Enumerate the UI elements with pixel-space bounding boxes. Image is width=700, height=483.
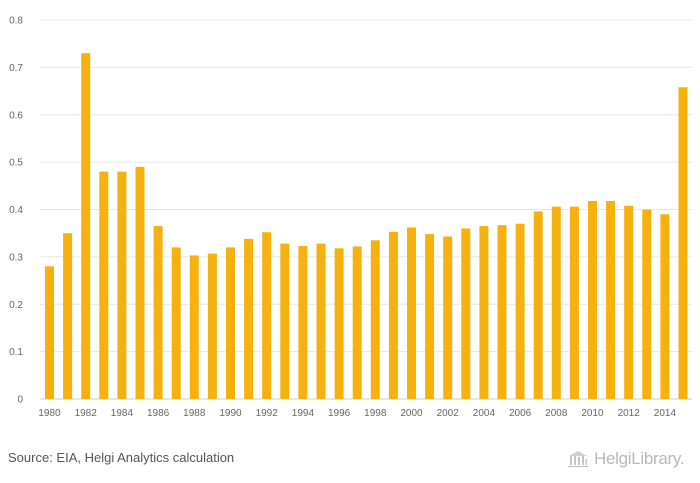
x-tick-label: 1992 [256,408,279,419]
x-tick-label: 1984 [111,408,134,419]
bar-2013[interactable] [642,209,652,400]
y-tick-label: 0.2 [9,300,23,311]
bar-2008[interactable] [551,206,561,399]
x-tick-label: 1986 [147,408,170,419]
bar-2005[interactable] [497,225,507,399]
bar-2011[interactable] [606,200,616,399]
bar-1991[interactable] [244,238,254,399]
gridlines [40,19,692,400]
x-tick-label: 1980 [38,408,61,419]
bar-1982[interactable] [81,53,91,399]
bar-series [45,53,688,400]
bar-1984[interactable] [117,171,127,399]
bar-1996[interactable] [334,248,344,399]
bar-1980[interactable] [45,266,54,399]
x-tick-label: 1990 [219,408,242,419]
bar-2003[interactable] [461,228,471,399]
x-tick-label: 2002 [437,408,460,419]
bar-2007[interactable] [533,211,543,399]
y-tick-label: 0.8 [9,16,23,27]
bar-1999[interactable] [388,231,398,399]
x-tick-label: 2010 [581,408,604,419]
y-tick-label: 0.6 [9,110,23,121]
x-tick-label: 2000 [400,408,423,419]
x-tick-label: 1994 [292,408,315,419]
bar-1998[interactable] [370,240,380,399]
x-tick-label: 2012 [618,408,641,419]
x-axis-labels: 1980 1982 1984 1986 1988 1990 1992 1994 1996 1998… [38,408,676,419]
bar-1985[interactable] [135,166,145,399]
bar-1989[interactable] [207,253,217,399]
bar-1994[interactable] [298,245,308,399]
x-tick-label: 2008 [545,408,568,419]
y-tick-label: 0 [17,395,23,406]
x-tick-label: 1982 [75,408,98,419]
x-tick-label: 2014 [654,408,677,419]
bar-1997[interactable] [352,246,362,399]
y-tick-label: 0.5 [9,158,23,169]
x-tick-label: 2004 [473,408,496,419]
y-tick-label: 0.3 [9,252,23,263]
bar-1987[interactable] [171,247,181,399]
bar-1988[interactable] [189,255,199,399]
x-tick-label: 1996 [328,408,351,419]
library-building-icon [568,451,588,467]
bar-2002[interactable] [443,236,453,399]
bar-2000[interactable] [407,227,416,399]
bar-2004[interactable] [479,226,489,399]
x-tick-label: 2006 [509,408,532,419]
y-tick-label: 0.7 [9,63,23,74]
x-tick-label: 1998 [364,408,387,419]
bar-2001[interactable] [425,234,435,399]
y-tick-label: 0.1 [9,347,23,358]
bar-1995[interactable] [316,243,326,399]
x-tick-label: 1988 [183,408,206,419]
bar-2009[interactable] [569,206,579,399]
bar-2006[interactable] [515,223,525,399]
bar-2010[interactable] [588,200,597,399]
bar-2015[interactable] [678,87,688,400]
bar-chart: 00.10.20.30.40.50.60.70.8 1980 1982 1984 19… [9,16,692,419]
bar-1992[interactable] [262,232,272,399]
y-tick-label: 0.4 [9,205,23,216]
logo-text: HelgiLibrary. [594,449,685,468]
bar-1993[interactable] [280,243,290,399]
y-axis-labels: 0 0.1 0.2 0.3 0.4 0.5 0.6 0.7 0.8 [9,16,23,406]
bar-1983[interactable] [99,171,109,399]
helgi-library-logo[interactable]: HelgiLibrary. [566,448,694,470]
bar-1990[interactable] [226,247,235,399]
bar-2012[interactable] [624,205,634,399]
bar-1986[interactable] [153,226,163,399]
source-note: Source: EIA, Helgi Analytics calculation [8,450,235,465]
bar-2014[interactable] [660,214,670,399]
bar-1981[interactable] [63,233,73,399]
